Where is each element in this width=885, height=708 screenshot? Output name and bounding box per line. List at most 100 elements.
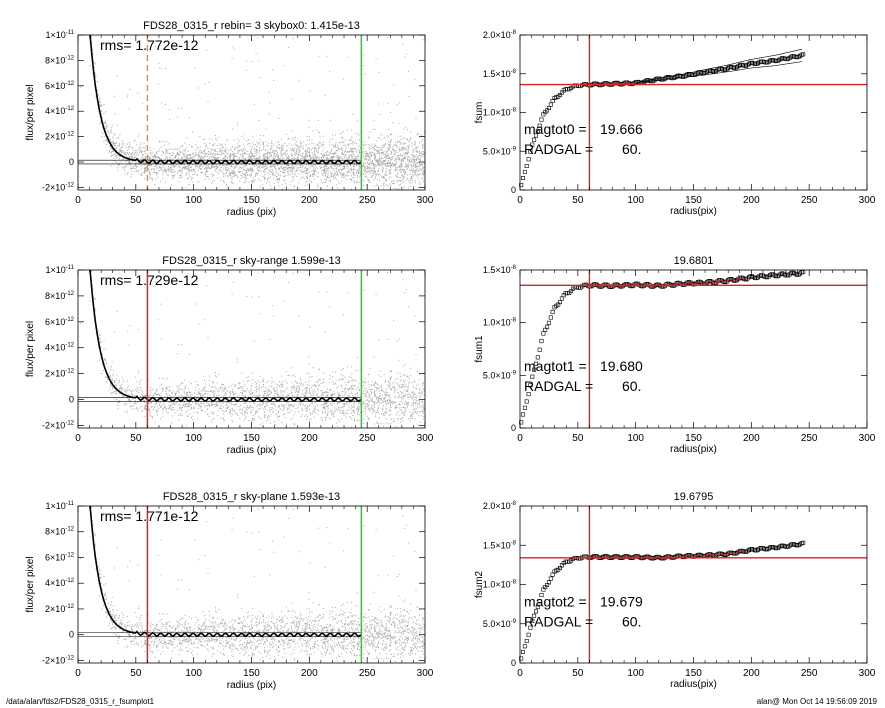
x-axis-label: radius (pix): [227, 207, 276, 218]
x-tick-label: 0: [75, 433, 81, 444]
x-tick-label: 150: [243, 668, 260, 679]
x-tick-label: 200: [743, 668, 760, 679]
fsum-point: [548, 315, 553, 320]
y-tick-label: 8×10-12: [45, 527, 75, 537]
x-tick-label: 50: [130, 433, 142, 444]
fsum-point: [539, 339, 544, 344]
fsum-point: [522, 405, 527, 410]
x-tick-label: 250: [801, 668, 818, 679]
y-tick-label: 8×10-12: [45, 291, 75, 301]
magtot-value: 19.666: [600, 121, 643, 137]
x-axis-label: radius(pix): [670, 679, 717, 690]
scatter-points: [78, 35, 425, 190]
fsum-panel-1: 0 50 100 150 200 250 300 0 5.0×10-9 1.0×10-8 1.5×1…: [474, 30, 876, 217]
x-tick-label: 50: [572, 668, 584, 679]
plot-frame: [77, 34, 426, 191]
fsum-point: [526, 632, 531, 637]
fsum-point: [539, 592, 544, 597]
fsum-highlight: [589, 277, 746, 288]
fsum-point: [519, 420, 524, 425]
fsum-point: [537, 347, 542, 352]
fsum-point: [539, 117, 544, 122]
y-tick-label: 4×10-12: [45, 578, 75, 588]
y-axis-label: fsum2: [474, 570, 485, 598]
panel-title: FDS28_0315_r rebin= 3 skybox0: 1.415e-13: [143, 20, 360, 32]
x-tick-label: 50: [130, 195, 142, 206]
profile-curve: [89, 506, 362, 638]
y-tick-label: 2.0×10-8: [483, 30, 517, 40]
magtot-label: magtot2 =: [524, 593, 587, 609]
profile-panel-0: 0 50 100 150 200 250 300-2×10-1202×10-124×10-1…: [25, 20, 434, 218]
fsum-point: [532, 367, 537, 372]
x-tick-label: 150: [685, 668, 702, 679]
panel-title: FDS28_0315_r sky-range 1.599e-13: [162, 255, 341, 267]
y-axis-label: flux/per pixel: [25, 321, 36, 377]
rms-annotation: rms= 1.771e-12: [100, 508, 199, 524]
fsum-point: [530, 142, 535, 147]
x-tick-label: 100: [627, 195, 644, 206]
x-tick-label: 150: [685, 433, 702, 444]
fsum-point: [532, 137, 537, 142]
fsum-point: [528, 149, 533, 154]
x-tick-label: 100: [185, 433, 202, 444]
fsum-point: [545, 324, 550, 329]
y-tick-label: 2×10-12: [45, 369, 75, 379]
y-tick-label: 1×10-11: [45, 265, 74, 275]
x-tick-label: 200: [743, 433, 760, 444]
x-tick-label: 200: [301, 195, 318, 206]
fsum-markers: [519, 52, 806, 188]
x-tick-label: 0: [517, 195, 523, 206]
y-tick-label: 1.0×10-8: [483, 318, 517, 328]
y-tick-label: 1×10-11: [45, 501, 74, 511]
fsum-point: [526, 157, 531, 162]
y-axis-label: flux/per pixel: [25, 556, 36, 612]
fsum-point: [559, 296, 564, 301]
x-tick-label: 250: [359, 433, 376, 444]
y-tick-label: 5.0×10-9: [483, 370, 517, 380]
y-tick-label: 6×10-12: [45, 81, 75, 91]
fsum-point: [801, 52, 806, 57]
scatter-cloud: [80, 506, 425, 663]
plot-frame: [77, 505, 426, 664]
y-tick-label: 1.0×10-8: [483, 580, 517, 590]
fsum-point: [801, 540, 806, 545]
plot-frame: [519, 34, 868, 191]
fsum-point: [530, 618, 535, 623]
x-tick-label: 300: [417, 668, 434, 679]
x-axis-label: radius (pix): [227, 680, 276, 691]
y-tick-label: 4×10-12: [45, 343, 75, 353]
fsum-point: [524, 164, 529, 169]
y-tick-label: 6×10-12: [45, 317, 75, 327]
fsum-point: [524, 399, 529, 404]
y-tick-label: 0: [511, 423, 516, 433]
x-tick-label: 100: [627, 668, 644, 679]
y-tick-label: 0: [511, 658, 516, 668]
fsum-point: [537, 599, 542, 604]
y-axis-label: flux/per pixel: [25, 84, 36, 140]
scatter-points: [78, 506, 425, 663]
profile-curve: [89, 270, 362, 403]
x-tick-label: 250: [359, 668, 376, 679]
x-tick-label: 250: [359, 195, 376, 206]
x-tick-label: 150: [685, 195, 702, 206]
x-tick-label: 250: [801, 195, 818, 206]
x-tick-label: 300: [859, 668, 876, 679]
rms-annotation: rms= 1.772e-12: [100, 37, 199, 53]
magtot-value: 19.680: [600, 358, 643, 374]
x-tick-label: 200: [301, 433, 318, 444]
magtot-value: 19.679: [600, 593, 643, 609]
radgal-label: RADGAL =: [524, 613, 593, 629]
x-axis-label: radius (pix): [227, 445, 276, 456]
y-tick-label: 0: [69, 157, 74, 167]
y-tick-label: 1.5×10-8: [483, 69, 517, 79]
panel-title: FDS28_0315_r sky-plane 1.593e-13: [163, 491, 340, 503]
y-tick-label: 5.0×10-9: [483, 146, 517, 156]
fsum-point: [522, 169, 527, 174]
radgal-label: RADGAL =: [524, 141, 593, 157]
fsum-point: [519, 656, 524, 661]
y-tick-label: 0: [69, 395, 74, 405]
fsum-point: [520, 176, 525, 181]
fsum-point: [520, 412, 525, 417]
x-tick-label: 100: [627, 433, 644, 444]
